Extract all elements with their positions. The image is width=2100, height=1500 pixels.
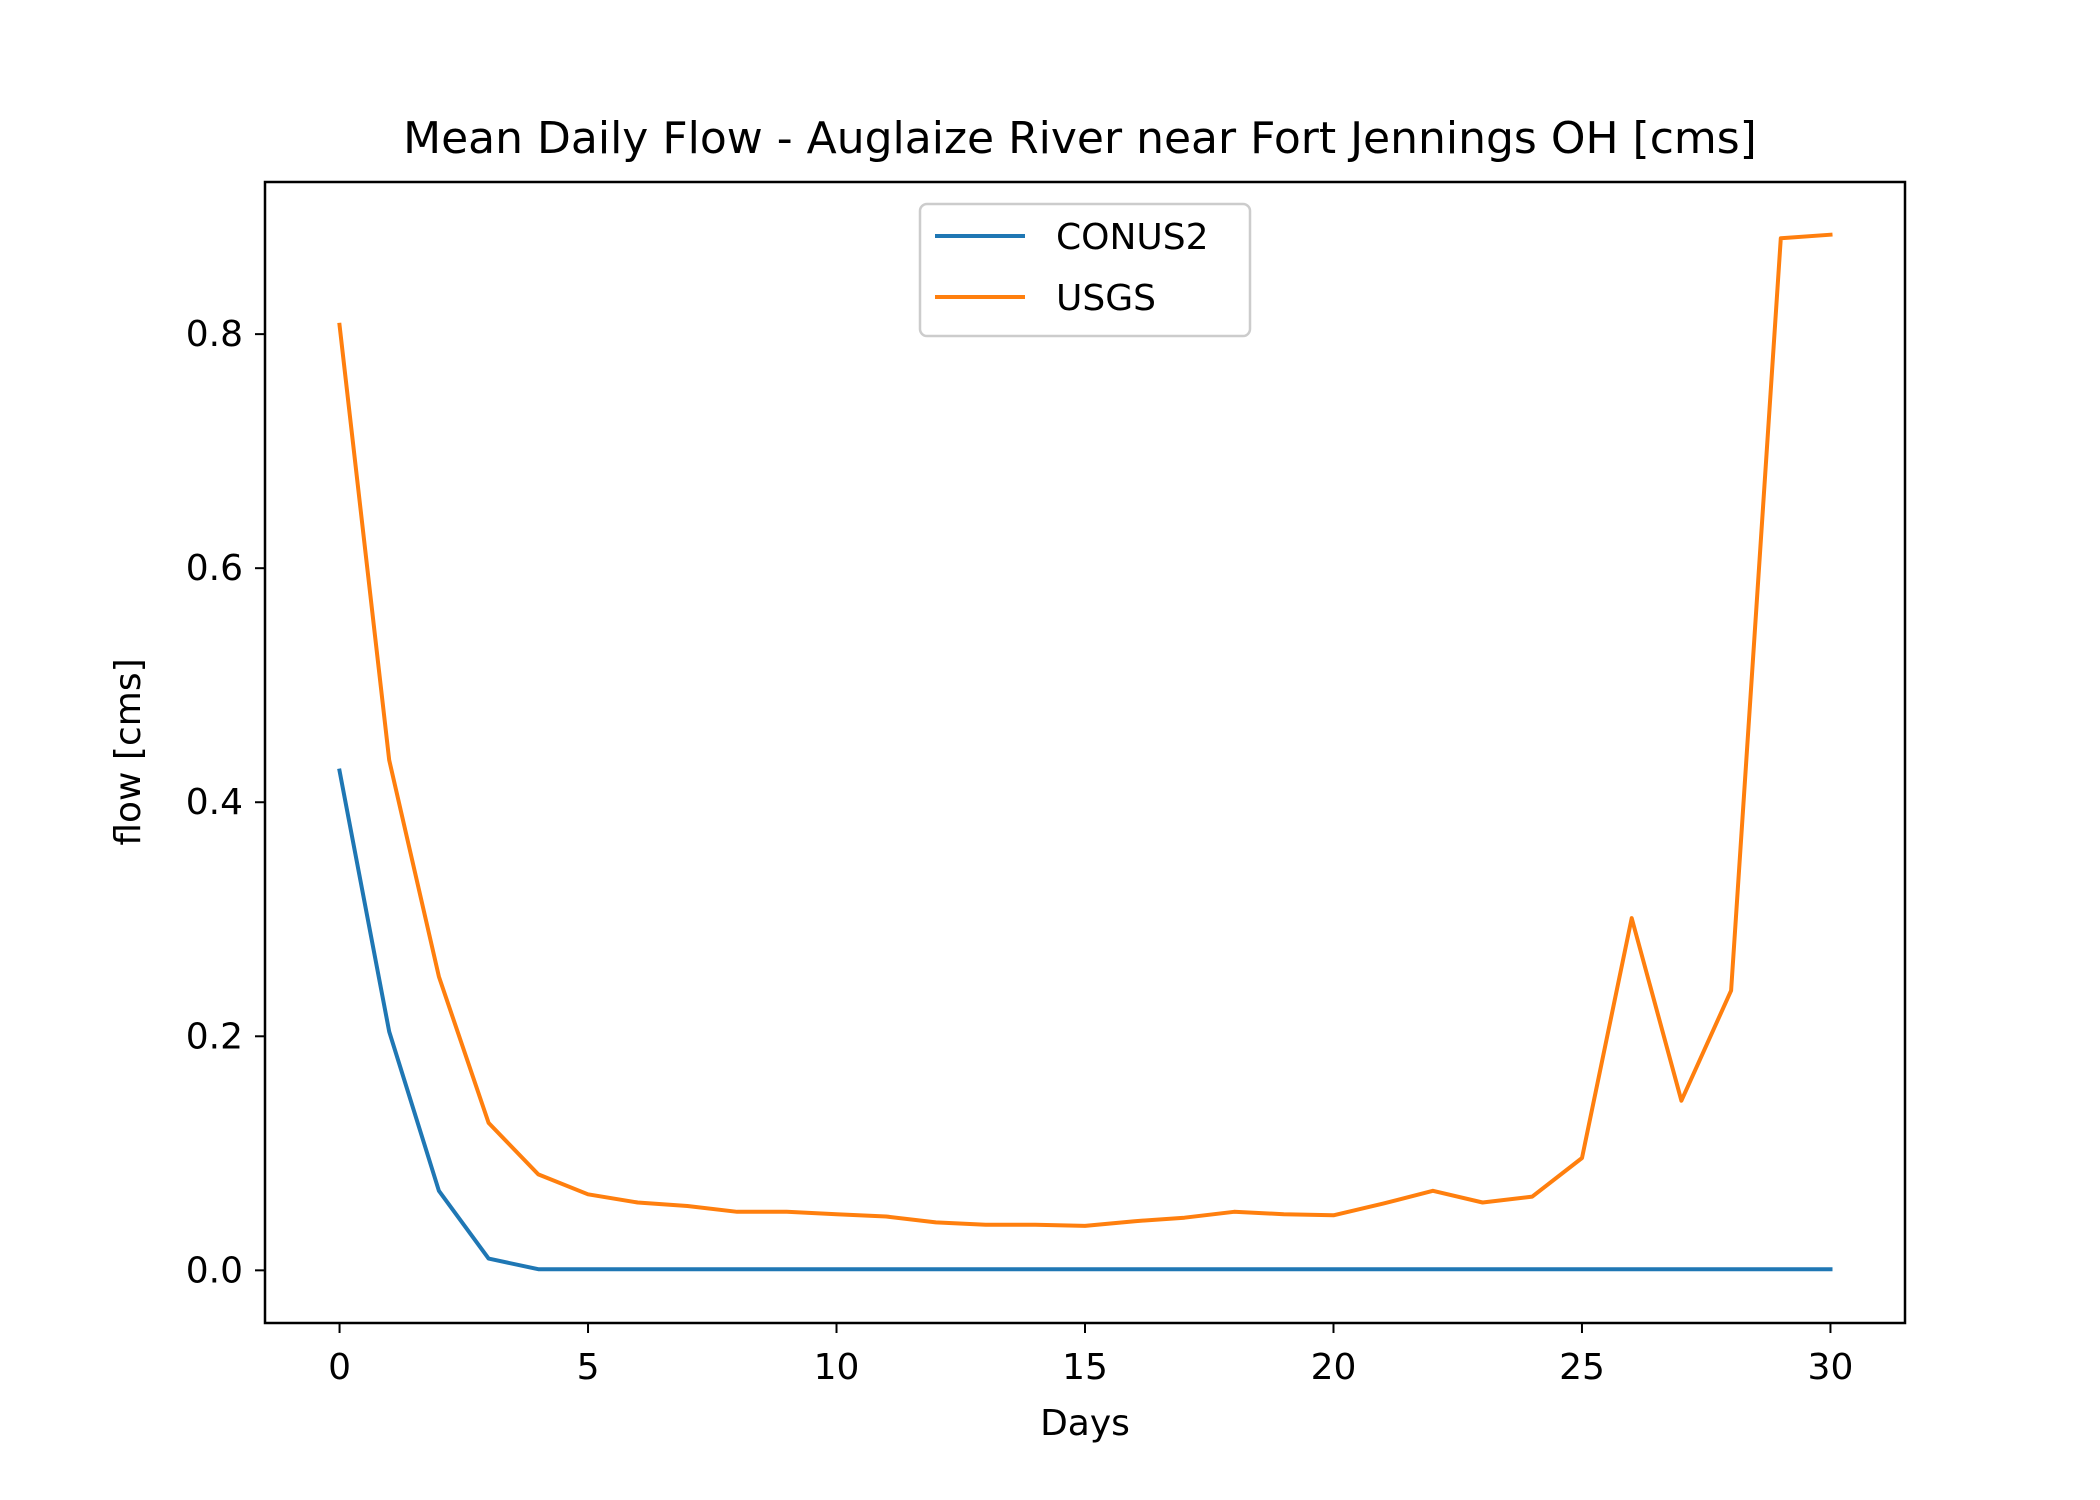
x-tick-label: 0 bbox=[328, 1347, 351, 1388]
x-axis-label: Days bbox=[1040, 1403, 1130, 1444]
y-tick-label: 0.6 bbox=[186, 548, 243, 589]
x-tick-label: 5 bbox=[577, 1347, 600, 1388]
x-tick-label: 30 bbox=[1808, 1347, 1854, 1388]
x-tick-label: 20 bbox=[1311, 1347, 1357, 1388]
x-tick-label: 10 bbox=[814, 1347, 860, 1388]
y-tick-label: 0.0 bbox=[186, 1250, 243, 1291]
y-axis-ticks: 0.0 0.2 0.4 0.6 0.8 bbox=[186, 314, 265, 1291]
y-axis-label: flow [cms] bbox=[108, 658, 149, 845]
y-tick-label: 0.8 bbox=[186, 314, 243, 355]
legend-label-conus2: CONUS2 bbox=[1056, 217, 1209, 258]
legend-label-usgs: USGS bbox=[1056, 278, 1156, 319]
x-axis-ticks: 0 5 10 15 20 25 30 bbox=[328, 1323, 1853, 1388]
legend: CONUS2 USGS bbox=[918, 202, 1252, 338]
series-layer bbox=[337, 232, 1833, 1272]
y-tick-label: 0.2 bbox=[186, 1016, 243, 1057]
x-tick-label: 15 bbox=[1062, 1347, 1108, 1388]
chart-title: Mean Daily Flow - Auglaize River near Fo… bbox=[403, 113, 1757, 164]
x-tick-label: 25 bbox=[1559, 1347, 1605, 1388]
y-tick-label: 0.4 bbox=[186, 782, 243, 823]
